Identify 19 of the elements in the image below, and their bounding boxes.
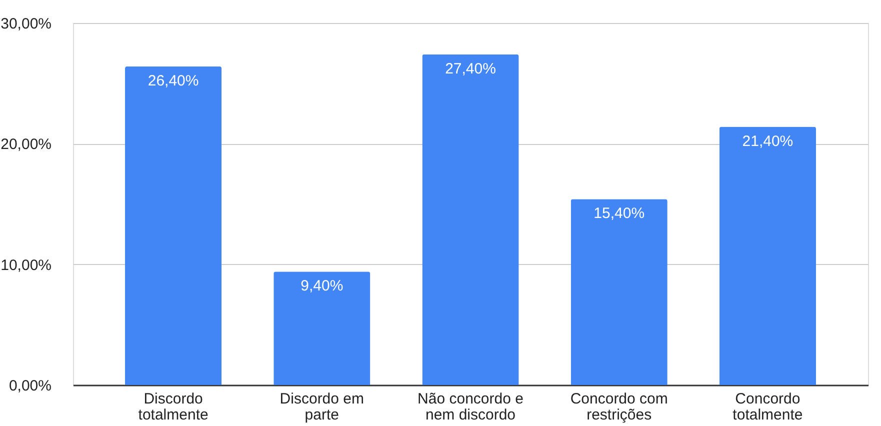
y-tick-label: 20,00% — [0, 136, 52, 154]
x-tick-label: Discordo em parte — [280, 390, 364, 424]
x-tick-label: Concordo com restrições — [570, 390, 668, 424]
x-tick-label: Discordo totalmente — [138, 390, 208, 424]
y-tick-label: 10,00% — [0, 256, 52, 274]
bar — [570, 199, 668, 385]
bar — [274, 272, 370, 385]
data-label: 21,40% — [742, 132, 794, 150]
bar — [719, 126, 816, 385]
bar — [125, 66, 222, 385]
y-tick-label: 30,00% — [0, 16, 52, 32]
bar — [422, 54, 519, 385]
data-label: 15,40% — [594, 205, 645, 222]
x-tick-label: Concordo totalmente — [732, 390, 803, 424]
data-label: 27,40% — [445, 60, 496, 78]
y-tick-label: 0,00% — [8, 378, 52, 394]
data-label: 26,40% — [148, 72, 199, 90]
x-tick-label: Não concordo e nem discordo — [418, 390, 524, 424]
data-label: 9,40% — [300, 278, 344, 295]
